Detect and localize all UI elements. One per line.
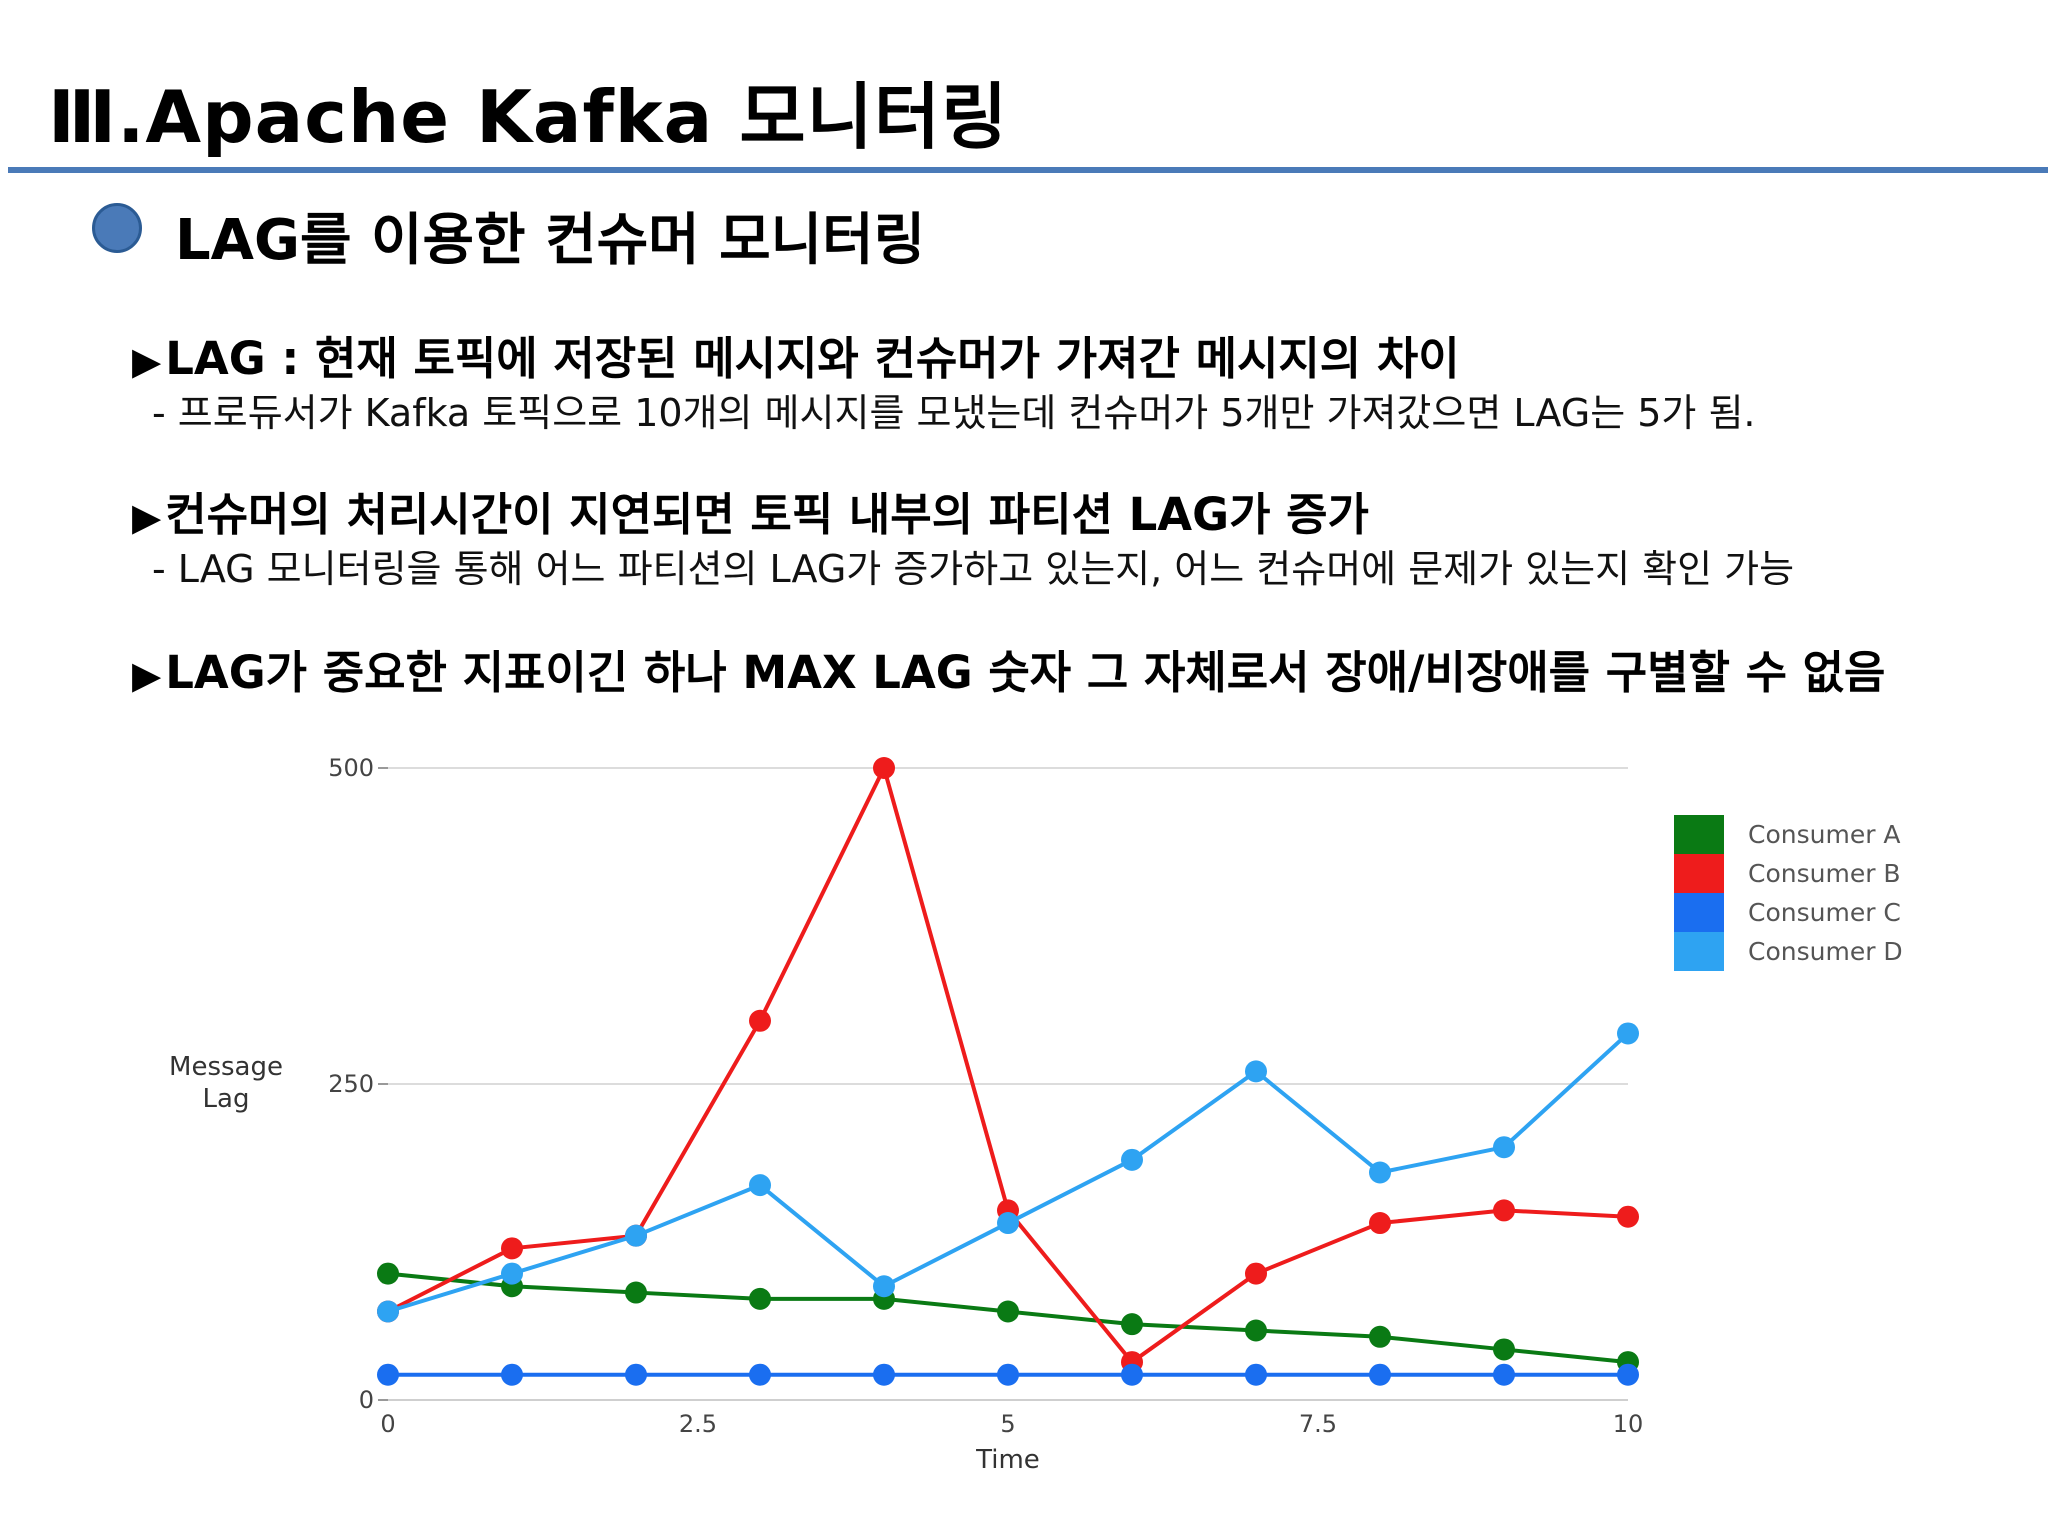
legend-label: Consumer A (1748, 820, 1901, 849)
data-point (997, 1300, 1019, 1323)
legend-label: Consumer D (1748, 937, 1903, 966)
x-tick-label: 10 (1613, 1410, 1644, 1438)
data-point (749, 1287, 771, 1310)
x-tick-label: 7.5 (1299, 1410, 1337, 1438)
point-3: ▶LAG가 중요한 지표이긴 하나 MAX LAG 숫자 그 자체로서 장애/비… (132, 636, 1885, 701)
legend-swatch (1674, 893, 1724, 932)
data-point (997, 1363, 1019, 1386)
x-axis-title: Time (975, 1445, 1040, 1475)
data-point (1493, 1199, 1515, 1222)
legend-swatch (1674, 815, 1724, 854)
data-point (1121, 1313, 1143, 1336)
y-axis-title: Lag (203, 1084, 250, 1114)
section-bullet-icon (92, 203, 142, 253)
legend-swatch (1674, 932, 1724, 971)
data-point (1369, 1325, 1391, 1348)
data-point (1369, 1212, 1391, 1235)
legend-swatch (1674, 854, 1724, 893)
data-point (749, 1363, 771, 1386)
data-point (1617, 1205, 1639, 1228)
point-1-detail: - 프로듀서가 Kafka 토픽으로 10개의 메시지를 모냈는데 컨슈머가 5… (152, 391, 1756, 435)
data-point (1369, 1161, 1391, 1184)
triangle-right-icon: ▶ (132, 495, 162, 539)
page-title: Ⅲ.Apache Kafka 모니터링 (48, 75, 1009, 159)
series-line (387, 1031, 1630, 1314)
data-point (1617, 1363, 1639, 1386)
point-2-heading: 컨슈머의 처리시간이 지연되면 토픽 내부의 파티션 LAG가 증가 (165, 488, 1369, 541)
data-point (873, 1275, 895, 1298)
point-1-heading: LAG : 현재 토픽에 저장된 메시지와 컨슈머가 가져간 메시지의 차이 (165, 332, 1460, 385)
point-2-detail: - LAG 모니터링을 통해 어느 파티션의 LAG가 증가하고 있는지, 어느… (152, 547, 1795, 591)
x-tick-label: 2.5 (679, 1410, 717, 1438)
triangle-right-icon: ▶ (132, 339, 162, 383)
data-point (501, 1363, 523, 1386)
section-title: LAG를 이용한 컨슈머 모니터링 (175, 208, 926, 273)
triangle-right-icon: ▶ (132, 653, 162, 697)
data-point (873, 1363, 895, 1386)
point-1: ▶LAG : 현재 토픽에 저장된 메시지와 컨슈머가 가져간 메시지의 차이 (132, 322, 1460, 387)
data-point (1369, 1363, 1391, 1386)
point-3-heading: LAG가 중요한 지표이긴 하나 MAX LAG 숫자 그 자체로서 장애/비장… (165, 646, 1886, 699)
data-point (625, 1224, 647, 1247)
data-point (377, 1262, 399, 1285)
data-point (1121, 1363, 1143, 1386)
data-point (1493, 1136, 1515, 1159)
y-tick-label: 250 (328, 1070, 374, 1098)
data-point (1245, 1319, 1267, 1342)
data-point (625, 1281, 647, 1304)
y-tick-label: 500 (328, 754, 374, 782)
x-tick-label: 0 (380, 1410, 395, 1438)
series-line (387, 766, 1629, 1365)
data-point (501, 1262, 523, 1285)
data-point (1493, 1338, 1515, 1361)
data-point (873, 757, 895, 779)
legend-label: Consumer C (1748, 898, 1901, 927)
y-axis-title: Message (169, 1052, 283, 1082)
data-point (1245, 1363, 1267, 1386)
data-point (625, 1363, 647, 1386)
data-point (1245, 1262, 1267, 1285)
data-point (1121, 1148, 1143, 1171)
y-tick-label: 0 (359, 1386, 374, 1414)
data-point (1617, 1022, 1639, 1045)
data-point (1245, 1060, 1267, 1083)
point-2: ▶컨슈머의 처리시간이 지연되면 토픽 내부의 파티션 LAG가 증가 (132, 478, 1369, 543)
data-point (377, 1363, 399, 1386)
data-point (749, 1009, 771, 1032)
x-tick-label: 5 (1000, 1410, 1015, 1438)
data-point (997, 1212, 1019, 1235)
data-point (377, 1300, 399, 1323)
title-divider (8, 167, 2048, 173)
legend-label: Consumer B (1748, 859, 1901, 888)
data-point (501, 1237, 523, 1260)
data-point (1493, 1363, 1515, 1386)
data-point (749, 1174, 771, 1197)
